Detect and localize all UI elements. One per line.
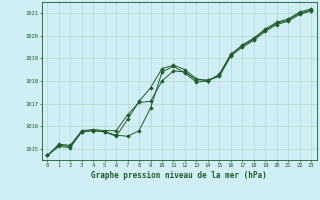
X-axis label: Graphe pression niveau de la mer (hPa): Graphe pression niveau de la mer (hPa) — [91, 171, 267, 180]
